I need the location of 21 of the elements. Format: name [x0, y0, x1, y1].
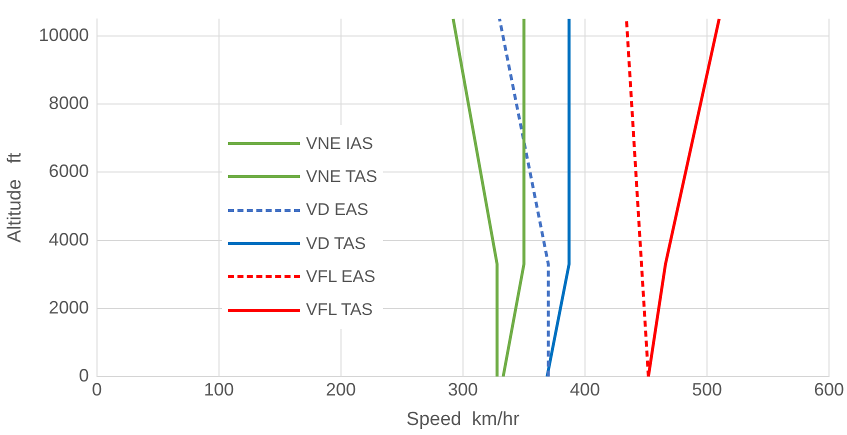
- y-tick-label: 6000: [48, 161, 89, 182]
- x-tick-label: 400: [570, 379, 600, 400]
- legend-label: VFL TAS: [306, 300, 373, 320]
- x-tick-label: 100: [204, 379, 234, 400]
- x-tick-label: 500: [692, 379, 722, 400]
- legend-label: VD TAS: [306, 234, 366, 254]
- legend-label: VNE IAS: [306, 134, 374, 154]
- y-tick-label: 4000: [48, 229, 89, 250]
- legend-label: VD EAS: [306, 200, 368, 220]
- x-tick-label: 0: [92, 379, 102, 400]
- y-tick-label: 8000: [48, 92, 89, 113]
- y-tick-label: 10000: [38, 24, 89, 45]
- y-tick-label: 0: [78, 366, 89, 386]
- x-tick-label: 600: [814, 379, 844, 400]
- x-tick-label: 200: [326, 379, 356, 400]
- legend-label: VFL EAS: [306, 266, 376, 287]
- x-tick-label: 300: [448, 379, 478, 400]
- y-tick-label: 2000: [48, 297, 89, 318]
- legend-label: VNE TAS: [306, 166, 378, 187]
- x-axis-title: Speed km/hr: [406, 408, 520, 430]
- y-axis-title: Altitude ft: [4, 152, 26, 243]
